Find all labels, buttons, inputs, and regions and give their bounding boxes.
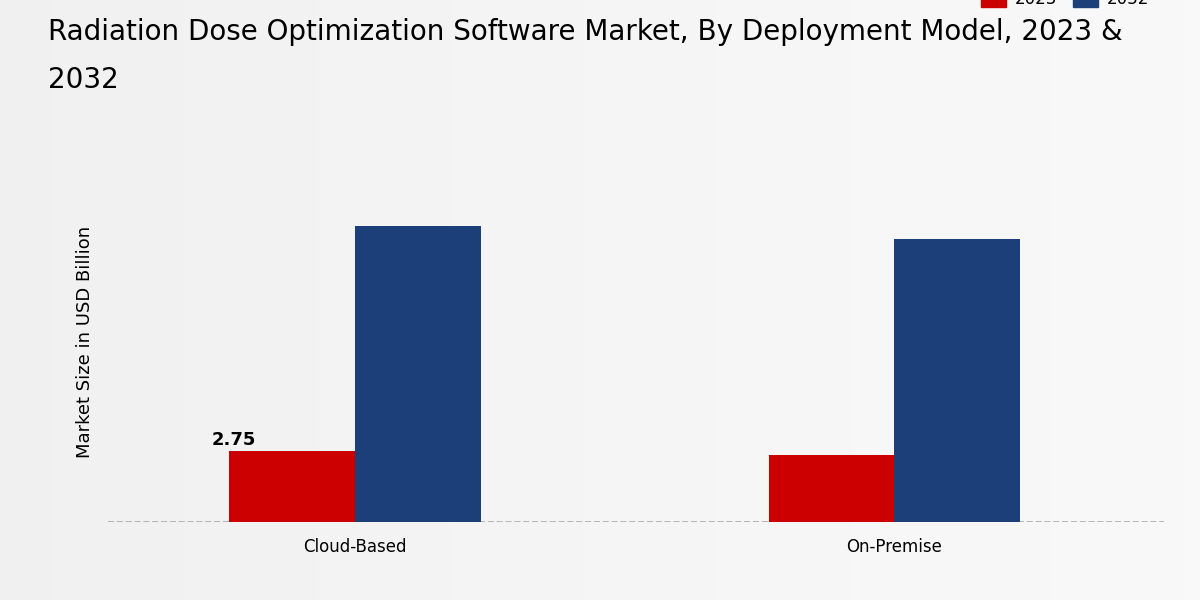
Legend: 2023, 2032: 2023, 2032	[974, 0, 1156, 14]
Text: Radiation Dose Optimization Software Market, By Deployment Model, 2023 &: Radiation Dose Optimization Software Mar…	[48, 18, 1123, 46]
Y-axis label: Market Size in USD Billion: Market Size in USD Billion	[76, 226, 94, 458]
Text: 2032: 2032	[48, 66, 119, 94]
Text: 2.75: 2.75	[212, 431, 257, 449]
Bar	[894, 239, 1020, 522]
Bar	[355, 226, 481, 522]
Bar	[768, 455, 894, 522]
Bar	[229, 451, 355, 522]
